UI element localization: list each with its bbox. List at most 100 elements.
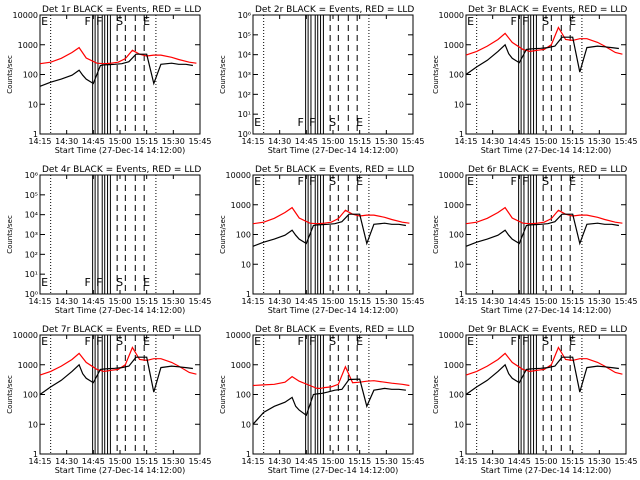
y-tick-label: 1 <box>459 450 464 459</box>
x-tick-label: 14:45 <box>508 457 531 466</box>
y-tick-label: 1 <box>33 130 38 139</box>
x-tick-label: 14:45 <box>295 297 318 306</box>
y-tick-label: 1000 <box>444 361 464 370</box>
x-tick-label: 14:45 <box>82 137 105 146</box>
flag-label: F <box>96 335 102 348</box>
flag-label: E <box>254 335 261 348</box>
y-tick-label: 10 <box>454 100 464 109</box>
series-events-line <box>39 53 193 87</box>
y-tick-label: 100 <box>449 391 464 400</box>
flag-label: S <box>329 335 336 348</box>
y-tick-label: 10⁶ <box>238 11 251 20</box>
x-tick-label: 15:00 <box>321 137 344 146</box>
y-tick-label: 10¹ <box>25 270 38 279</box>
x-tick-label: 15:45 <box>188 297 211 306</box>
x-axis-label: Start Time (27-Dec-14 14:12:00) <box>55 146 186 155</box>
x-tick-label: 15:15 <box>135 297 158 306</box>
flag-label: F <box>309 175 315 188</box>
flag-label: E <box>356 116 363 129</box>
y-tick-label: 1000 <box>444 41 464 50</box>
x-tick-label: 15:15 <box>561 457 584 466</box>
series-lld-line <box>465 26 623 56</box>
y-tick-label: 10000 <box>439 171 464 180</box>
flag-label: F <box>522 15 528 28</box>
panel-det-8: Det 8r BLACK = Events, RED = LLD 14:15 14:… <box>219 325 425 475</box>
flag-label: F <box>510 335 516 348</box>
x-axis-label: Start Time (27-Dec-14 14:12:00) <box>55 466 186 475</box>
plot-frame <box>39 334 201 455</box>
flag-label: S <box>116 276 123 289</box>
panel-title: Det 4r BLACK = Events, RED = LLD <box>42 165 201 175</box>
flag-label: F <box>84 276 90 289</box>
x-tick-label: 15:00 <box>108 297 131 306</box>
y-tick-label: 1000 <box>444 201 464 210</box>
y-tick-label: 1000 <box>231 361 251 370</box>
plot-frame <box>465 334 627 455</box>
y-tick-label: 10000 <box>439 331 464 340</box>
panel-det-9: Det 9r BLACK = Events, RED = LLD 14:15 14:… <box>432 325 638 475</box>
y-tick-label: 10 <box>454 420 464 429</box>
panel-det-2: Det 2r BLACK = Events, RED = LLD 14:15 14:… <box>219 5 425 155</box>
y-tick-label: 10 <box>28 100 38 109</box>
y-tick-label: 100 <box>449 231 464 240</box>
series-events-line <box>465 213 620 247</box>
flag-label: S <box>542 335 549 348</box>
x-tick-label: 15:30 <box>162 297 185 306</box>
x-tick-label: 14:45 <box>295 457 318 466</box>
flag-label: E <box>467 335 474 348</box>
x-tick-label: 14:30 <box>481 457 504 466</box>
x-tick-label: 14:15 <box>454 137 477 146</box>
y-tick-label: 10000 <box>13 331 38 340</box>
y-tick-label: 100 <box>23 391 38 400</box>
x-axis-label: Start Time (27-Dec-14 14:12:00) <box>268 146 399 155</box>
y-tick-label: 10² <box>238 90 251 99</box>
y-axis-label: Counts/sec <box>6 215 14 254</box>
x-tick-label: 15:45 <box>188 137 211 146</box>
x-tick-label: 15:45 <box>401 297 424 306</box>
y-tick-label: 100 <box>23 71 38 80</box>
x-tick-label: 14:15 <box>241 297 264 306</box>
y-tick-label: 1 <box>459 290 464 299</box>
x-tick-label: 14:15 <box>454 457 477 466</box>
y-axis-label: Counts/sec <box>219 55 227 94</box>
flag-label: F <box>522 175 528 188</box>
x-tick-label: 15:00 <box>108 137 131 146</box>
flag-label: S <box>329 175 336 188</box>
panel-title: Det 9r BLACK = Events, RED = LLD <box>468 325 627 335</box>
y-tick-label: 10⁰ <box>238 130 251 139</box>
x-tick-label: 14:15 <box>241 137 264 146</box>
panel-title: Det 5r BLACK = Events, RED = LLD <box>255 165 414 175</box>
y-axis-label: Counts/sec <box>432 215 440 254</box>
plot-frame <box>465 174 627 295</box>
x-tick-label: 14:30 <box>55 457 78 466</box>
flag-label: E <box>467 15 474 28</box>
series-lld-line <box>39 346 197 376</box>
y-tick-label: 10² <box>25 250 38 259</box>
x-tick-label: 14:30 <box>268 297 291 306</box>
panel-title: Det 8r BLACK = Events, RED = LLD <box>255 325 414 335</box>
x-tick-label: 14:15 <box>28 297 51 306</box>
plot-frame <box>39 14 201 135</box>
x-tick-label: 15:00 <box>108 457 131 466</box>
x-tick-label: 15:30 <box>162 137 185 146</box>
x-tick-label: 15:45 <box>401 137 424 146</box>
x-tick-label: 15:00 <box>534 457 557 466</box>
x-tick-label: 15:00 <box>534 297 557 306</box>
flag-label: F <box>309 116 315 129</box>
y-tick-label: 1 <box>459 130 464 139</box>
flag-label: E <box>41 15 48 28</box>
panel-det-5: Det 5r BLACK = Events, RED = LLD 14:15 14:… <box>219 165 425 315</box>
x-tick-label: 15:15 <box>348 137 371 146</box>
x-tick-label: 15:30 <box>375 457 398 466</box>
panel-title: Det 6r BLACK = Events, RED = LLD <box>468 165 627 175</box>
series-lld-line <box>465 346 623 376</box>
panel-det-7: Det 7r BLACK = Events, RED = LLD 14:15 14:… <box>6 325 212 475</box>
x-tick-label: 15:30 <box>162 457 185 466</box>
plot-frame <box>465 14 627 135</box>
flag-label: F <box>84 335 90 348</box>
flag-label: E <box>143 276 150 289</box>
y-tick-label: 10 <box>454 260 464 269</box>
x-tick-label: 15:00 <box>321 457 344 466</box>
y-tick-label: 100 <box>449 71 464 80</box>
